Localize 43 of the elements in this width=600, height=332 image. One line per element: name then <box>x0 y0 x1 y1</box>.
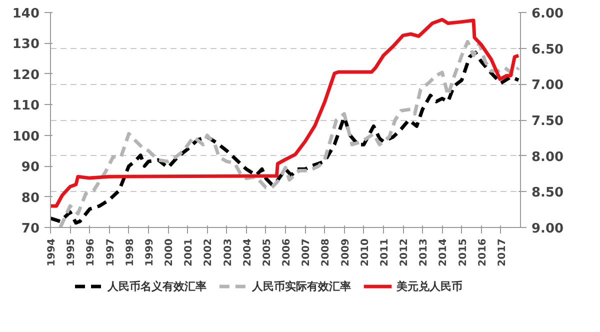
x-tick-label: 2008 <box>320 238 332 266</box>
x-tick-label: 2001 <box>184 238 195 266</box>
x-tick-label: 1994 <box>46 238 58 266</box>
y-tick-label: 100 <box>12 129 40 144</box>
x-tick-label: 2011 <box>379 238 390 266</box>
y2-tick-label: 6.50 <box>532 42 564 58</box>
x-tick-label: 1998 <box>124 238 136 266</box>
x-tick-label: 1997 <box>105 238 116 266</box>
x-tick-label: 2005 <box>262 238 273 266</box>
y-tick-label: 140 <box>12 6 40 22</box>
x-tick-label: 1996 <box>86 238 97 266</box>
y2-tick-label: 8.50 <box>532 186 564 201</box>
x-tick-label: 2002 <box>203 238 214 266</box>
x-tick-label: 2004 <box>242 238 254 266</box>
y2-tick-label: 9.00 <box>532 222 564 236</box>
x-tick-label: 2012 <box>399 238 410 266</box>
y-tick-label: 80 <box>21 190 40 206</box>
y-tick-label: 90 <box>21 160 40 176</box>
legend-label: 人民币实际有效汇率 <box>251 280 352 293</box>
legend-label: 人民币名义有效汇率 <box>106 280 207 293</box>
x-tick-label: 2009 <box>340 238 352 266</box>
y-tick-label: 70 <box>21 222 40 236</box>
x-tick-label: 1999 <box>144 238 156 266</box>
y2-tick-label: 7.00 <box>532 78 564 94</box>
x-tick-label: 2016 <box>477 238 488 266</box>
legend-label: 美元兑人民币 <box>396 280 463 293</box>
y-tick-label: 120 <box>12 68 40 83</box>
x-tick-label: 2003 <box>222 238 234 266</box>
x-tick-label: 2000 <box>164 238 175 266</box>
x-tick-label: 1995 <box>66 238 78 266</box>
y2-tick-label: 6.00 <box>532 6 564 22</box>
y2-tick-label: 7.50 <box>532 114 564 129</box>
x-tick-label: 2013 <box>418 238 430 266</box>
x-tick-label: 2006 <box>282 238 292 266</box>
y2-tick-label: 8.00 <box>532 150 564 165</box>
line-series <box>50 18 520 208</box>
x-tick-label: 2010 <box>360 238 371 266</box>
y-tick-label: 110 <box>12 98 40 114</box>
x-tick-label: 2015 <box>458 238 469 266</box>
x-tick-label: 2007 <box>301 238 312 266</box>
y-tick-label: 130 <box>12 37 40 52</box>
x-tick-label: 2014 <box>438 238 450 266</box>
x-tick-label: 2017 <box>496 238 508 266</box>
